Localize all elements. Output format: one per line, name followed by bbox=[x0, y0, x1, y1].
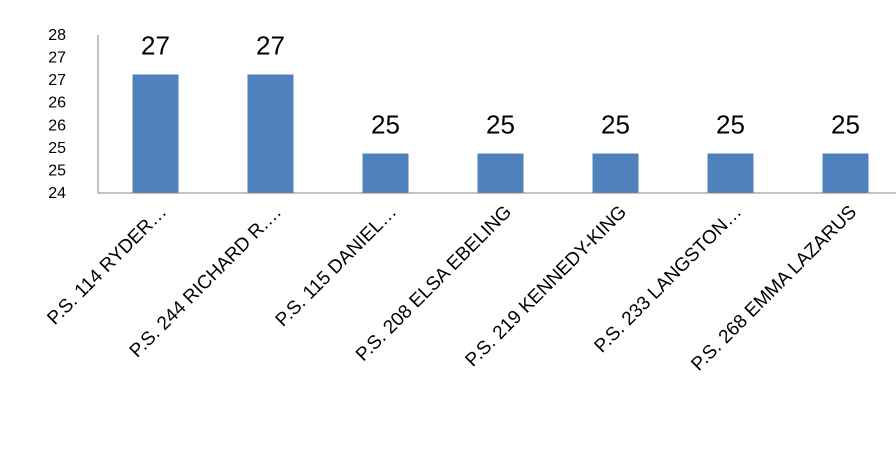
bar bbox=[477, 153, 524, 193]
bar bbox=[707, 153, 754, 193]
data-label: 25 bbox=[716, 110, 745, 140]
data-label: 25 bbox=[486, 110, 515, 140]
category-labels: P.S. 114 RYDER…P.S. 244 RICHARD R.…P.S. … bbox=[43, 202, 861, 376]
y-axis-ticks: 28 27 27 26 26 25 25 24 bbox=[48, 27, 66, 202]
data-label: 25 bbox=[601, 110, 630, 140]
y-tick-label: 26 bbox=[48, 117, 66, 134]
y-tick-label: 28 bbox=[48, 27, 66, 44]
y-tick-label: 26 bbox=[48, 95, 66, 112]
x-category-label: P.S. 114 RYDER… bbox=[43, 202, 171, 330]
data-labels: 27 27 25 25 25 25 25 bbox=[141, 31, 860, 140]
data-label: 25 bbox=[371, 110, 400, 140]
y-tick-label: 27 bbox=[48, 72, 66, 89]
bars bbox=[132, 74, 869, 193]
bar bbox=[247, 74, 294, 193]
data-label: 25 bbox=[831, 110, 860, 140]
y-tick-label: 27 bbox=[48, 50, 66, 67]
y-tick-label: 25 bbox=[48, 162, 66, 179]
data-label: 27 bbox=[141, 31, 170, 61]
y-tick-label: 25 bbox=[48, 140, 66, 157]
bar bbox=[822, 153, 869, 193]
data-label: 27 bbox=[256, 31, 285, 61]
bar bbox=[362, 153, 409, 193]
bar bbox=[592, 153, 639, 193]
x-category-label: P.S. 115 DANIEL… bbox=[272, 202, 401, 331]
bar bbox=[132, 74, 179, 193]
y-tick-label: 24 bbox=[48, 185, 66, 202]
